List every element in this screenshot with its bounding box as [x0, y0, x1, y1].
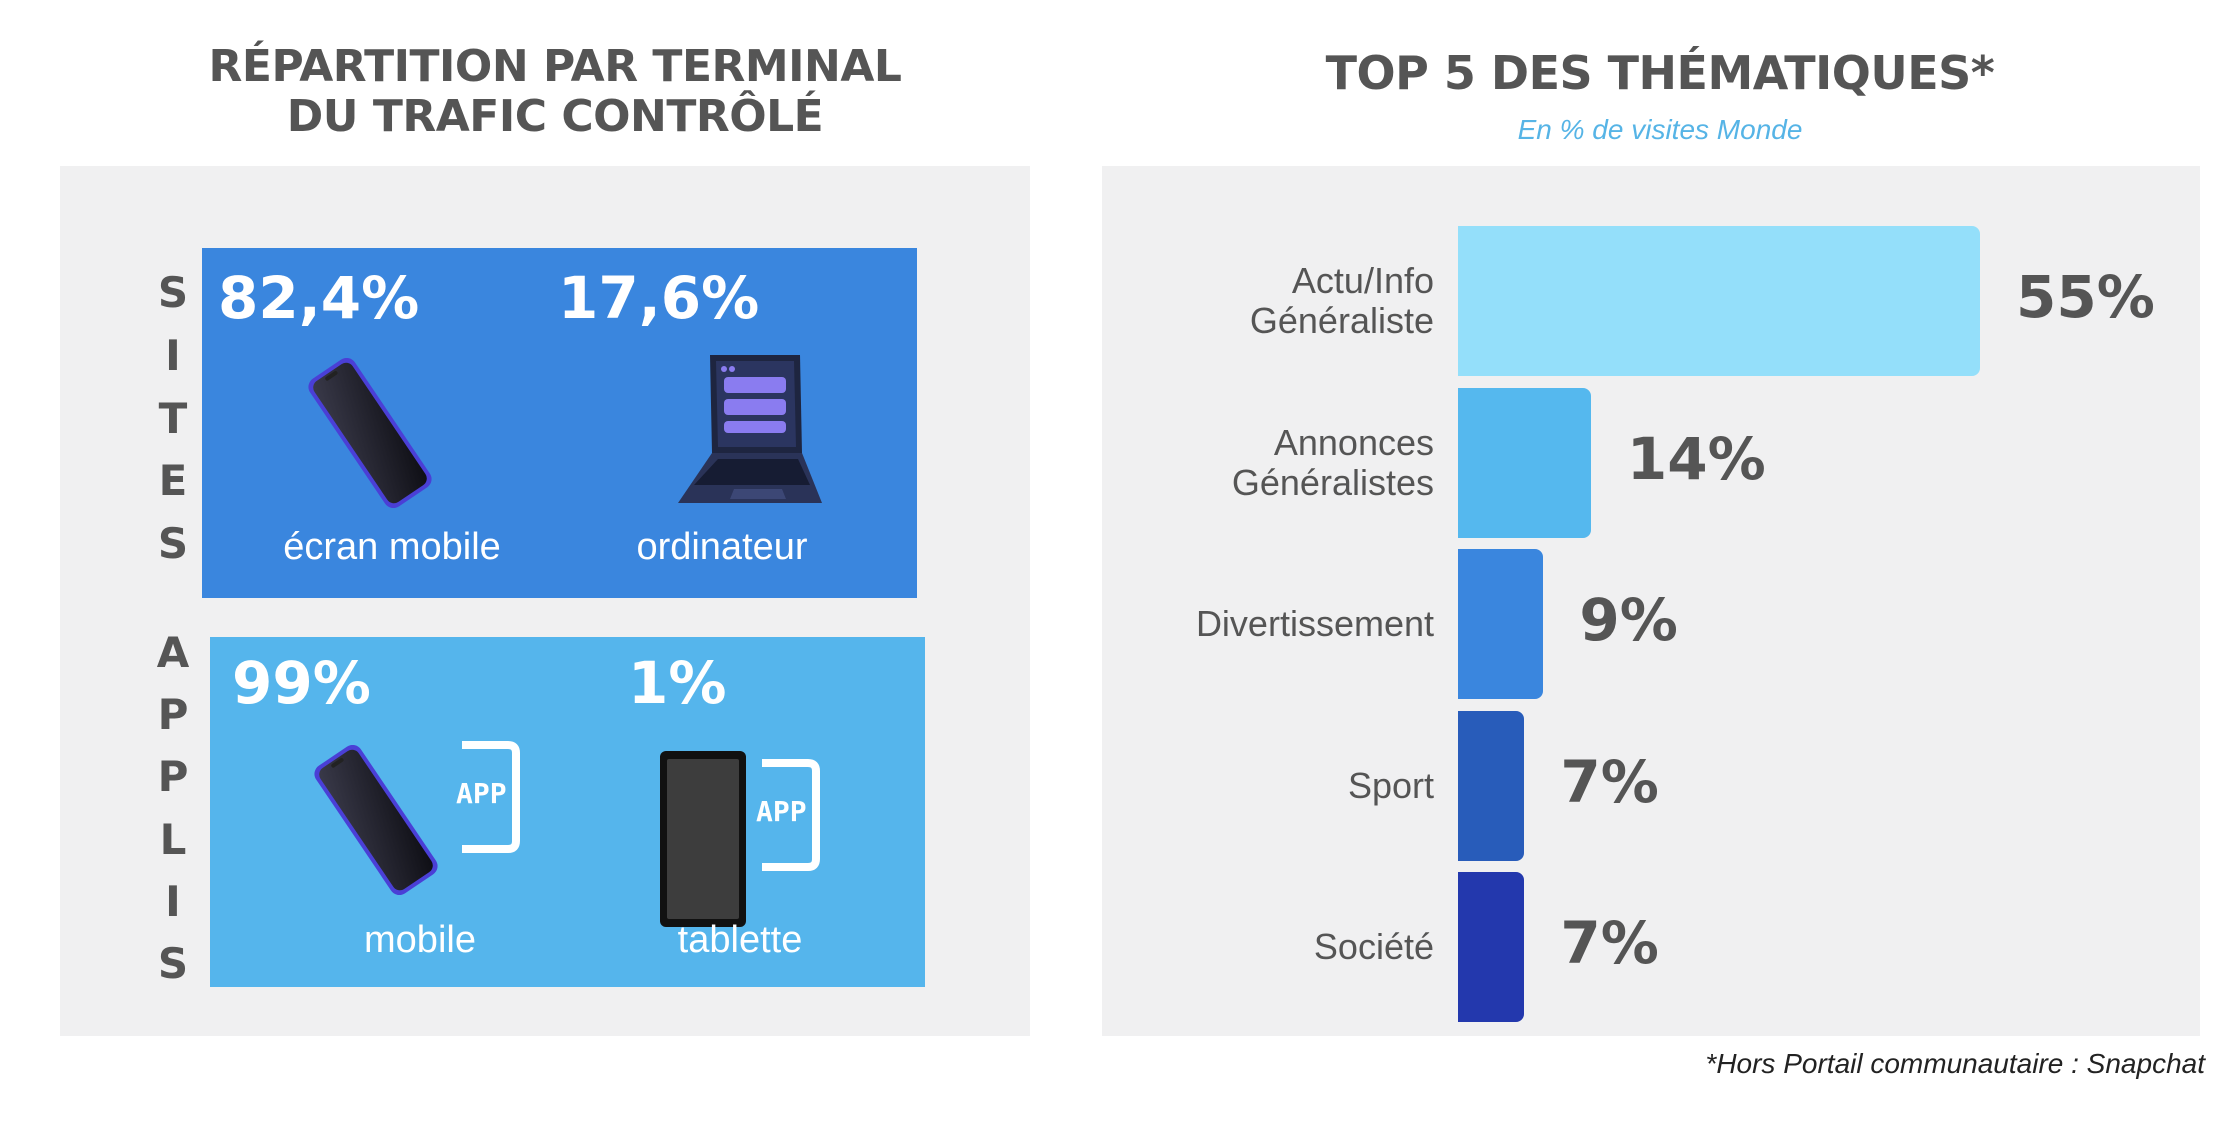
footnote: *Hors Portail communautaire : Snapchat — [1705, 1048, 2205, 1079]
applis-mobile-pct: 99% — [232, 649, 371, 717]
category-label: Actu/Info Généraliste — [1102, 226, 1434, 376]
applis-mobile-label: mobile — [364, 919, 476, 961]
value-label: 7% — [1560, 747, 1659, 816]
value-label: 7% — [1560, 909, 1659, 977]
sites-computer-pct: 17,6% — [558, 264, 760, 332]
applis-tablet-label: tablette — [677, 919, 803, 961]
category-label: Divertissement — [1102, 549, 1434, 699]
bar — [1458, 549, 1544, 699]
bar — [1458, 872, 1525, 1022]
applis-tablet-pct: 1% — [628, 649, 727, 717]
bar-chart: Actu/Info Généraliste 55% Annonces Généralis… — [1102, 166, 2200, 1036]
applis-letter: L — [159, 814, 187, 864]
app-badge-icon: APP — [750, 759, 822, 871]
app-badge-text: APP — [756, 795, 807, 828]
category-label-line: Généralistes — [1231, 461, 1434, 503]
category-label-line: Société — [1313, 926, 1434, 967]
category-label-line: Annonces — [1273, 421, 1434, 463]
tablet-icon — [660, 751, 746, 927]
value-label: 55% — [2016, 263, 2155, 331]
smartphone-icon — [300, 357, 440, 509]
app-badge-text: APP — [456, 777, 507, 810]
left-title: RÉPARTITION PAR TERMINAL DU TRAFIC CONTR… — [60, 42, 1050, 142]
sites-computer-label: ordinateur — [636, 526, 808, 568]
applis-box: 99% 1% APP — [210, 637, 925, 987]
category-label-line: Généraliste — [1249, 300, 1434, 341]
smartphone-icon — [306, 744, 446, 896]
sites-mobile-pct: 82,4% — [218, 264, 420, 332]
category-label: Annonces Généralistes — [1102, 388, 1434, 538]
category-label-line: Divertissement — [1195, 603, 1434, 644]
sites-mobile-label: écran mobile — [283, 526, 501, 568]
applis-letter: P — [157, 752, 189, 802]
sites-letter: I — [165, 330, 181, 380]
sites-letter: T — [158, 393, 188, 443]
chart-subtitle: En % de visites Monde — [1517, 114, 1803, 145]
category-label-line: Sport — [1347, 764, 1434, 806]
applis-letter: S — [157, 938, 189, 988]
applis-letter: A — [156, 628, 190, 677]
category-label: Société — [1102, 872, 1434, 1022]
category-label-line: Actu/Info — [1291, 260, 1434, 301]
bar — [1458, 226, 1980, 376]
bar — [1458, 387, 1591, 538]
left-title-line2: DU TRAFIC CONTRÔLÉ — [286, 91, 824, 142]
app-badge-icon: APP — [450, 741, 522, 853]
left-title-line1: RÉPARTITION PAR TERMINAL — [208, 41, 902, 92]
chart-title: TOP 5 DES THÉMATIQUES* — [1325, 46, 1995, 100]
sites-letter: E — [158, 456, 188, 506]
applis-letter: I — [165, 876, 181, 926]
value-label: 14% — [1626, 424, 1766, 493]
applis-letter: P — [157, 690, 189, 740]
sites-box: 82,4% 17,6% — [202, 248, 917, 598]
value-label: 9% — [1579, 586, 1678, 654]
sites-letter: S — [157, 268, 189, 317]
bar — [1458, 710, 1525, 861]
laptop-icon — [672, 353, 832, 513]
sites-letter: S — [157, 519, 189, 568]
category-label: Sport — [1102, 711, 1434, 861]
